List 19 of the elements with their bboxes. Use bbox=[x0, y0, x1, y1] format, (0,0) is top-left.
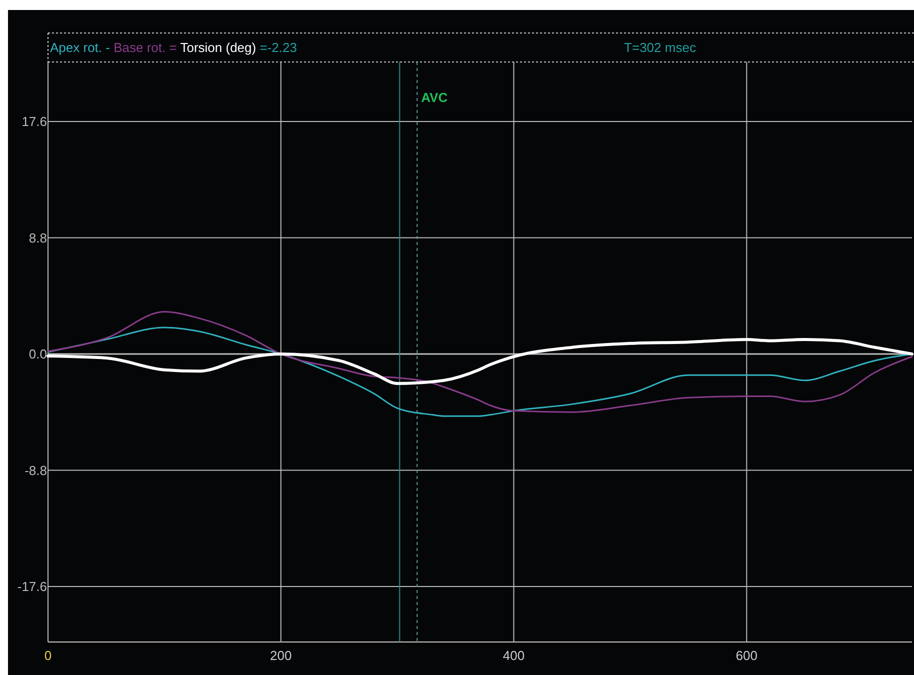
line-series bbox=[47, 310, 913, 413]
y-tick-label: -17.6 bbox=[17, 579, 47, 594]
text: Torsion (deg) bbox=[180, 40, 256, 55]
x-tick-label: 400 bbox=[502, 648, 525, 663]
line-series bbox=[46, 338, 914, 385]
y-tick-label: 0.0 bbox=[28, 346, 47, 362]
y-tick-label: 17.6 bbox=[22, 114, 47, 130]
text: - bbox=[102, 40, 114, 55]
text: = bbox=[166, 40, 180, 55]
text: =-2.23 bbox=[256, 40, 297, 55]
text: Apex rot. bbox=[50, 40, 102, 55]
x-tick-label: 0 bbox=[44, 648, 52, 663]
y-tick-label: 8.8 bbox=[28, 230, 47, 246]
ref-line-label: AVC bbox=[421, 90, 448, 105]
text: T=302 msec bbox=[624, 40, 696, 55]
text: Base rot. bbox=[114, 40, 166, 55]
x-tick-label: 200 bbox=[270, 648, 292, 663]
x-tick-label: 600 bbox=[736, 648, 758, 663]
y-tick-label: -8.8 bbox=[24, 462, 47, 478]
